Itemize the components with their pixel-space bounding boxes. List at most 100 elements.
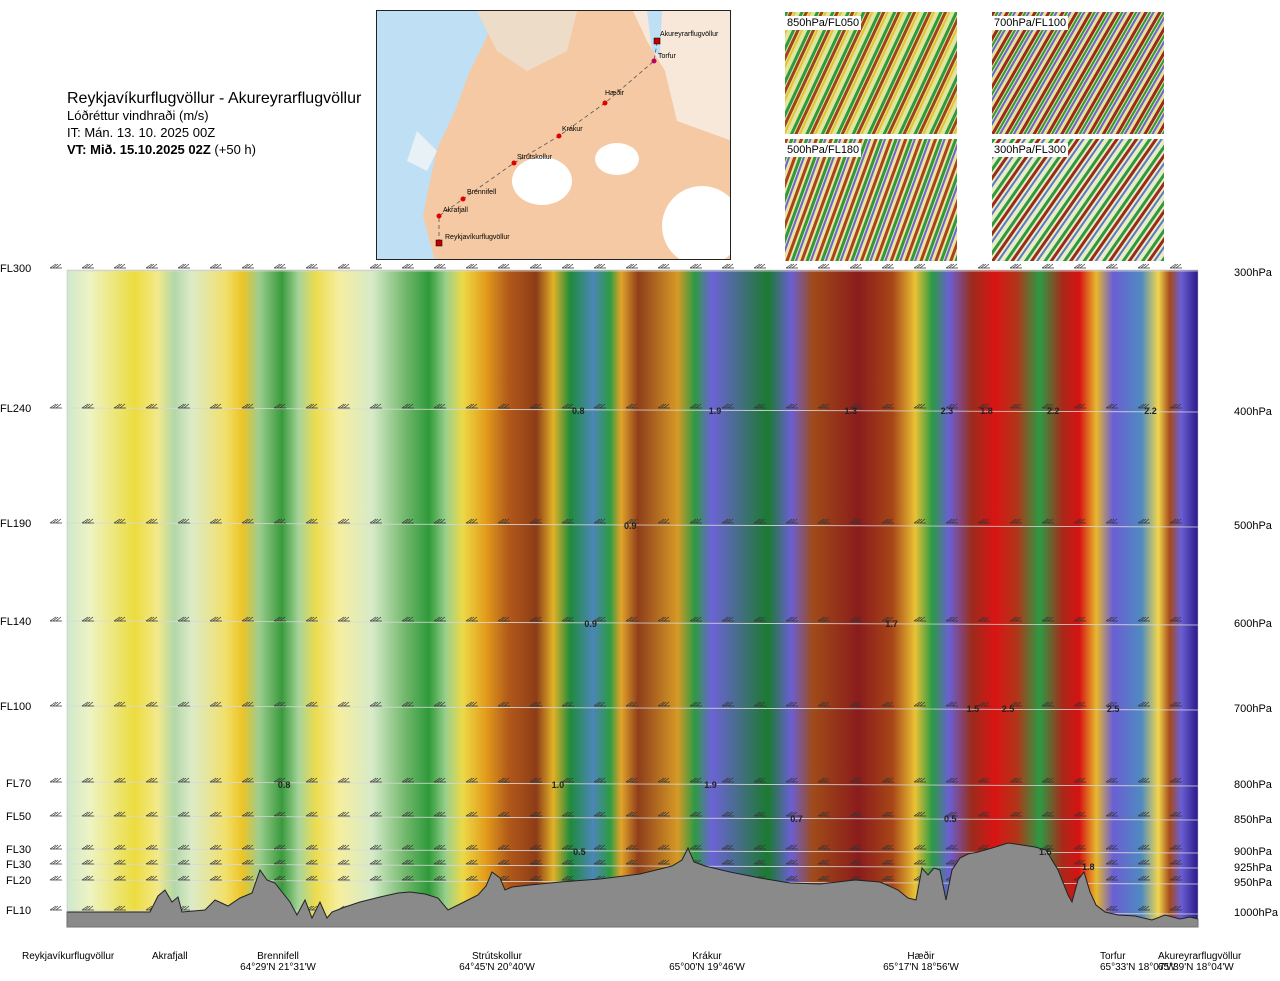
map-terrain-shade <box>477 11 577 71</box>
wind-barb <box>465 701 478 707</box>
wind-barb <box>305 777 318 783</box>
xlabel-krakur-coord: 65°00'N 19°46'W <box>669 962 745 973</box>
wind-barb <box>593 263 606 269</box>
wind-barb <box>433 616 446 622</box>
value-label: 0.7 <box>790 814 803 824</box>
wind-barb <box>1137 777 1150 783</box>
wind-barb <box>753 859 766 865</box>
wind-barb <box>465 777 478 783</box>
wind-barb <box>273 875 286 881</box>
wind-barb <box>913 777 926 783</box>
xlabel-krakur: Krákur 65°00'N 19°46'W <box>665 951 749 973</box>
wind-barb <box>401 403 414 409</box>
map-marker-haedir <box>602 100 608 106</box>
parameter-title: Lóðréttur vindhraði (m/s) <box>67 108 209 123</box>
wind-barb <box>1137 616 1150 622</box>
wind-barb <box>529 811 542 817</box>
wind-barb <box>273 777 286 783</box>
wind-barb <box>977 403 990 409</box>
wind-barb <box>529 875 542 881</box>
wind-barb <box>305 905 318 911</box>
wind-barb <box>561 811 574 817</box>
wind-barb <box>881 701 894 707</box>
wind-barb <box>113 263 126 269</box>
wind-barb <box>753 518 766 524</box>
wind-barb <box>465 859 478 865</box>
wind-barb <box>721 616 734 622</box>
wind-barb <box>113 905 126 911</box>
wind-barb <box>1137 875 1150 881</box>
wind-barb <box>1105 905 1118 911</box>
wind-barb <box>337 844 350 850</box>
wind-barb <box>529 859 542 865</box>
thumbnail-850hpa[interactable]: 850hPa/FL050 <box>785 12 957 134</box>
wind-barb <box>145 616 158 622</box>
wind-barb <box>113 875 126 881</box>
wind-barb <box>1105 777 1118 783</box>
wind-barb <box>241 811 254 817</box>
wind-barb <box>817 875 830 881</box>
terrain-profile <box>66 842 1199 928</box>
wind-barb <box>305 403 318 409</box>
wind-barb <box>785 777 798 783</box>
wind-barb <box>849 844 862 850</box>
wind-barb <box>433 701 446 707</box>
hpa-label-700: 700hPa <box>1234 703 1272 715</box>
map-route-line <box>438 42 658 243</box>
wind-barb <box>849 263 862 269</box>
map-fjord <box>647 11 662 56</box>
wind-barb <box>497 616 510 622</box>
xlabel-akrafjall: Akrafjall <box>152 951 188 962</box>
wind-barb <box>113 811 126 817</box>
value-label: 1.8 <box>980 406 993 416</box>
wind-barb <box>529 263 542 269</box>
wind-barb <box>529 844 542 850</box>
hpa-label-600: 600hPa <box>1234 618 1272 630</box>
wind-barb <box>1137 403 1150 409</box>
thumbnail-300hpa[interactable]: 300hPa/FL300 <box>992 139 1164 261</box>
fl-label-190: FL190 <box>0 518 32 530</box>
wind-barb <box>1105 616 1118 622</box>
wind-barb <box>241 518 254 524</box>
wind-barb <box>689 701 702 707</box>
value-label: 2.5 <box>1002 704 1015 714</box>
wind-barb <box>81 811 94 817</box>
wind-barb <box>433 263 446 269</box>
wind-barb <box>177 777 190 783</box>
fl-label-70: FL70 <box>6 778 32 790</box>
map-coast-detail <box>407 131 437 171</box>
wind-barb <box>881 263 894 269</box>
wind-barb <box>529 616 542 622</box>
fl-label-30a: FL30 <box>6 844 32 856</box>
wind-barb <box>273 859 286 865</box>
wind-barb <box>49 616 62 622</box>
map-sea-west <box>377 11 497 259</box>
wind-barb <box>49 875 62 881</box>
wind-barb <box>849 875 862 881</box>
wind-barb <box>977 616 990 622</box>
wind-barb <box>241 777 254 783</box>
wind-barb <box>657 859 670 865</box>
wind-barb <box>1105 875 1118 881</box>
wind-barb <box>1105 263 1118 269</box>
wind-barb <box>1041 518 1054 524</box>
wind-barb <box>305 518 318 524</box>
wind-barb <box>785 859 798 865</box>
thumbnail-700hpa[interactable]: 700hPa/FL100 <box>992 12 1164 134</box>
wind-barb <box>817 777 830 783</box>
wind-barb <box>465 403 478 409</box>
map-glacier-langjokull <box>512 157 572 205</box>
level-line-850hPa <box>67 815 1198 821</box>
wind-barb <box>49 263 62 269</box>
map-label-reykjavik: Reykjavíkurflugvöllur <box>445 234 510 241</box>
wind-barb <box>241 403 254 409</box>
wind-barb <box>113 518 126 524</box>
wind-barb <box>977 518 990 524</box>
wind-barb <box>913 263 926 269</box>
thumbnail-500hpa[interactable]: 500hPa/FL180 <box>785 139 957 261</box>
wind-barb <box>849 403 862 409</box>
wind-barb <box>81 616 94 622</box>
wind-barb <box>753 777 766 783</box>
wind-barb <box>177 701 190 707</box>
wind-barb <box>241 701 254 707</box>
